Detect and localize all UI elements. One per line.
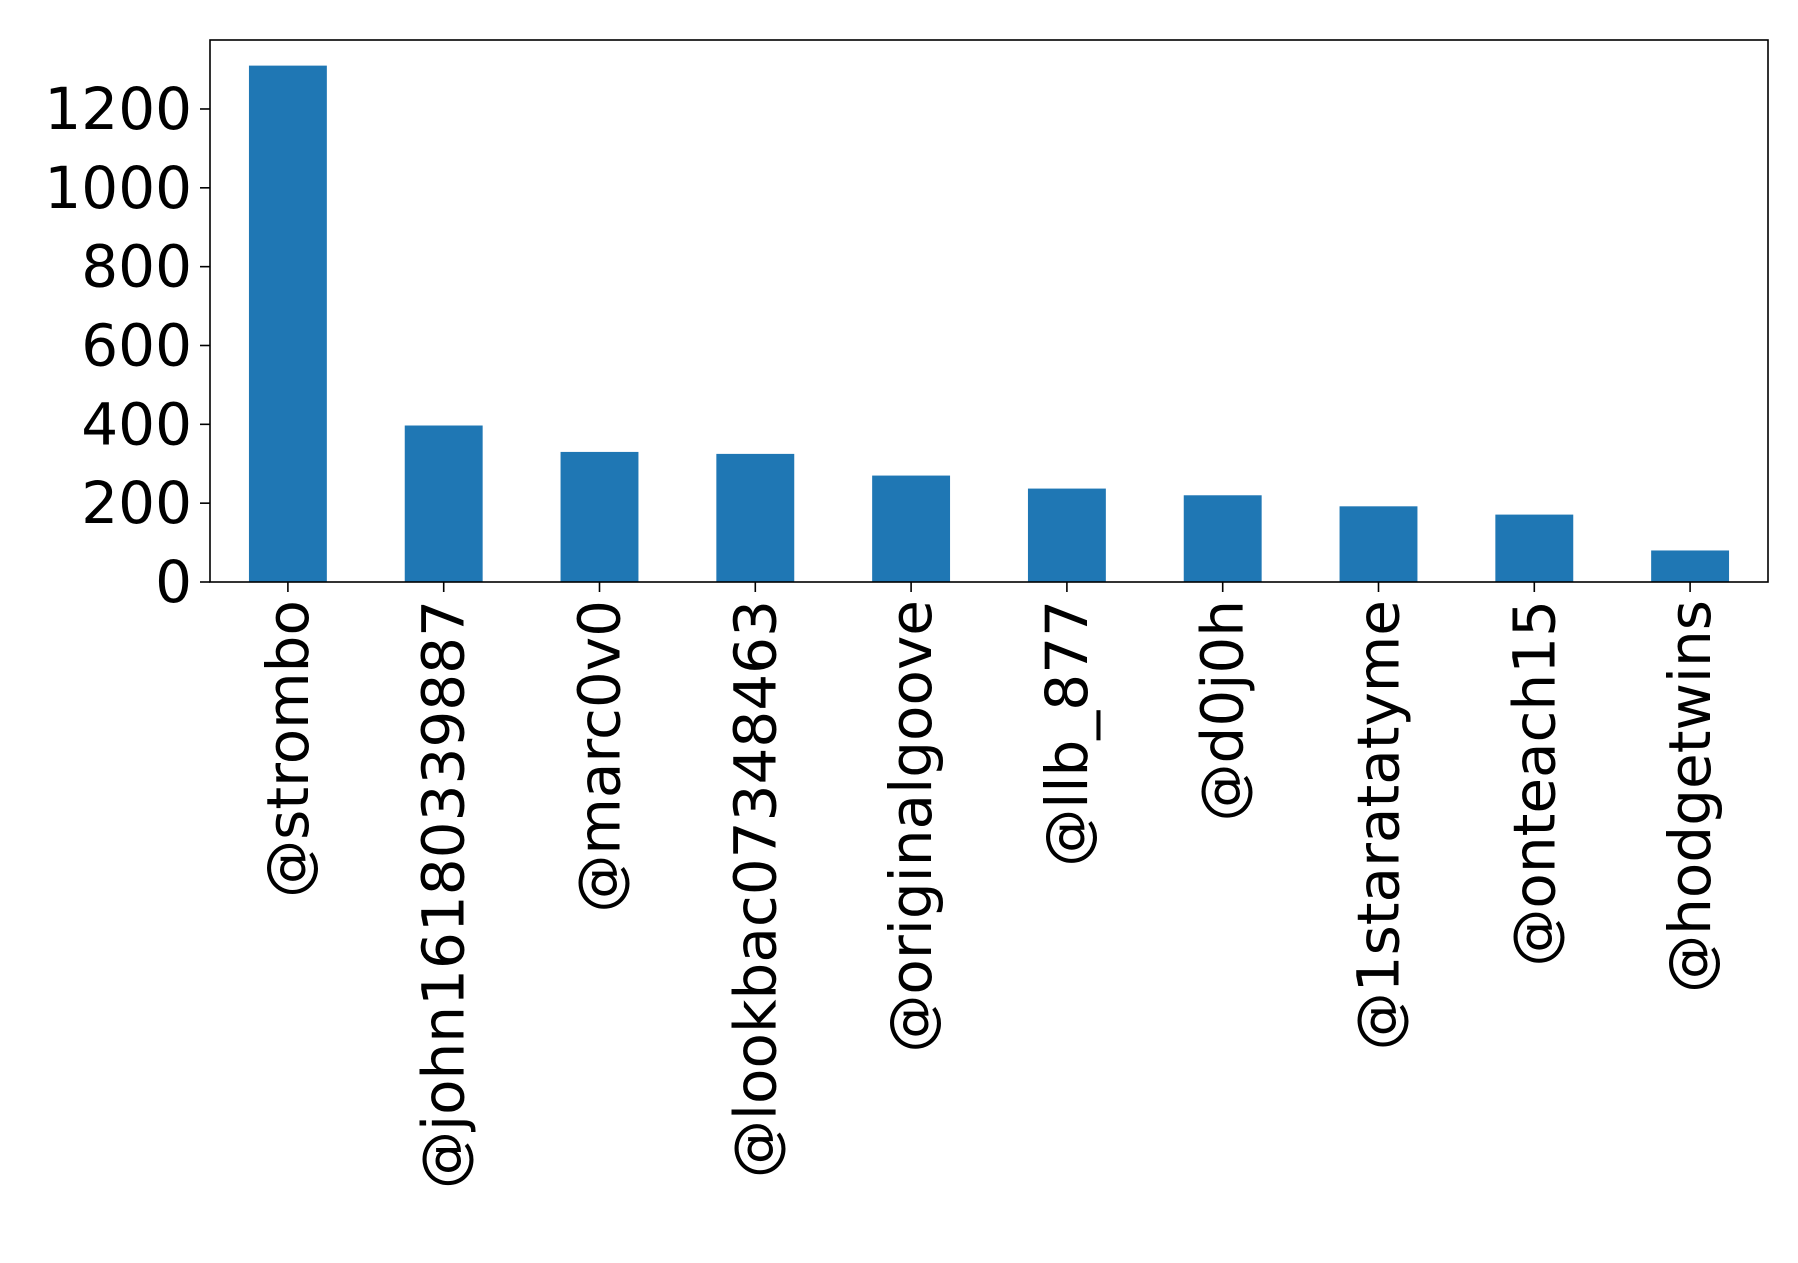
y-axis-ticks: 0 200 400 600 800 1000 1200 bbox=[44, 75, 210, 616]
y-tick-label-0: 0 bbox=[155, 548, 192, 616]
x-tick-label-2: @marc0v0 bbox=[566, 600, 634, 913]
plot-frame bbox=[209, 39, 1769, 583]
x-tick-label-1: @john16180339887 bbox=[410, 600, 478, 1189]
x-tick-label-6: @d0j0h bbox=[1189, 600, 1257, 822]
x-tick-label-7: @1staratatyme bbox=[1345, 600, 1413, 1050]
bar-2 bbox=[560, 451, 639, 582]
x-axis-ticks: @strombo @john16180339887 @marc0v0 @lookbac… bbox=[254, 582, 1724, 1189]
y-tick-label-6: 1200 bbox=[44, 75, 192, 143]
y-tick-label-3: 600 bbox=[81, 311, 192, 379]
bar-8 bbox=[1495, 514, 1574, 582]
bar-0 bbox=[248, 65, 327, 582]
x-tick-label-4: @originalgoove bbox=[877, 600, 945, 1053]
x-tick-label-3: @lookbac07348463 bbox=[721, 600, 789, 1178]
bar-5 bbox=[1027, 488, 1106, 582]
bar-9 bbox=[1651, 550, 1730, 582]
y-tick-label-5: 1000 bbox=[44, 154, 192, 222]
bars-group bbox=[248, 65, 1730, 582]
x-tick-label-0: @strombo bbox=[254, 600, 322, 898]
x-tick-label-5: @llb_877 bbox=[1033, 600, 1101, 867]
y-tick-label-4: 800 bbox=[81, 233, 192, 301]
bar-3 bbox=[716, 453, 795, 582]
x-tick-label-8: @onteach15 bbox=[1500, 600, 1568, 967]
y-tick-label-2: 400 bbox=[81, 390, 192, 458]
bar-6 bbox=[1183, 495, 1262, 582]
bar-4 bbox=[872, 475, 951, 582]
y-tick-label-1: 200 bbox=[81, 469, 192, 537]
bar-1 bbox=[404, 425, 483, 582]
bar-7 bbox=[1339, 506, 1418, 582]
x-tick-label-9: @hodgetwins bbox=[1656, 600, 1724, 993]
